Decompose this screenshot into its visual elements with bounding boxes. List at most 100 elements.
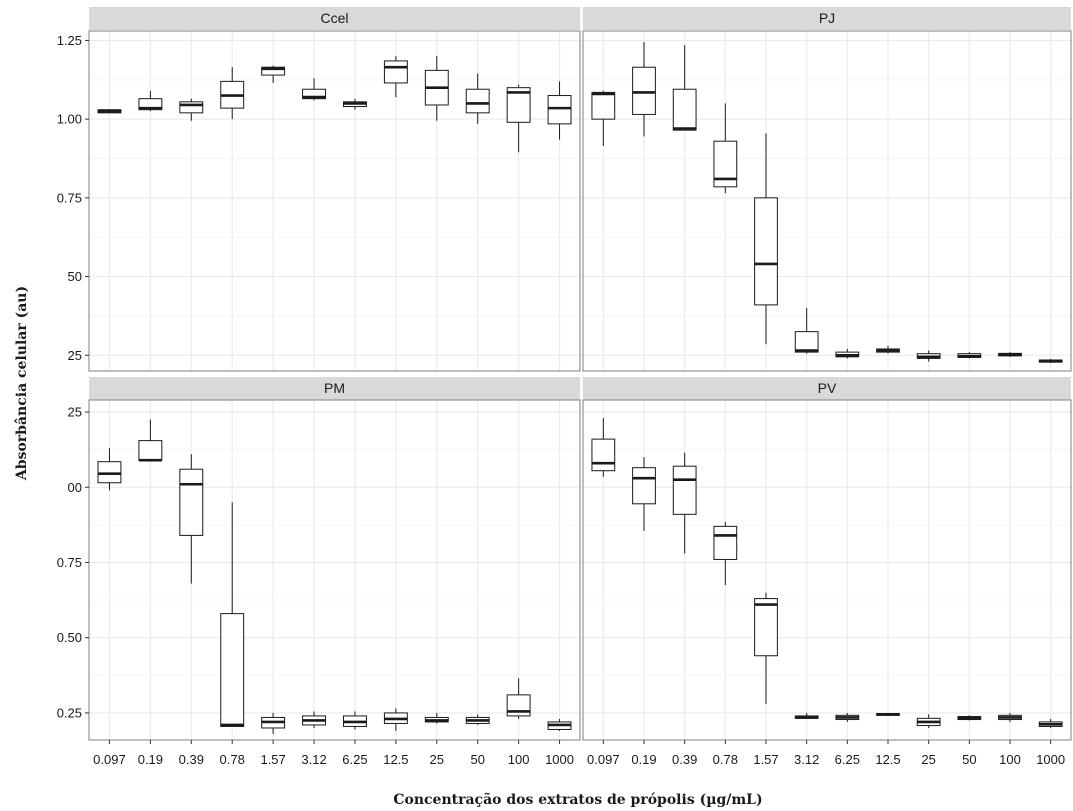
box-0.097 [591, 418, 616, 477]
box-6.25 [835, 348, 860, 359]
x-tick-label: 1000 [545, 752, 574, 767]
box-iqr [713, 525, 738, 560]
box-100 [998, 712, 1022, 722]
strip-label: PJ [819, 10, 835, 26]
x-tick-label: 0.39 [179, 752, 204, 767]
box-iqr [754, 598, 778, 657]
panel-border [582, 30, 1072, 372]
box-iqr [547, 95, 572, 125]
y-tick-label: 50 [68, 269, 82, 284]
box-50 [957, 352, 982, 359]
panel-background [583, 31, 1071, 371]
x-tick-label: 3.12 [301, 752, 326, 767]
box-iqr [632, 467, 656, 505]
strip-background [89, 7, 580, 30]
x-tick-label: 0.097 [587, 752, 620, 767]
y-tick-label: 0.25 [57, 705, 82, 720]
x-tick-label: 100 [999, 752, 1021, 767]
x-tick-label: 25 [921, 752, 935, 767]
panel-border [88, 30, 581, 372]
x-tick-label: 0.097 [93, 752, 126, 767]
box-iqr [179, 101, 204, 114]
x-tick-label: 3.12 [794, 752, 819, 767]
y-tick-label: 1.25 [57, 33, 82, 48]
box-iqr [754, 197, 778, 306]
box-0.78 [220, 67, 245, 120]
x-tick-label: 50 [470, 752, 484, 767]
facet-panels: Ccel 25 50 0.75 1.00 1.25 PJ PM 0.25 0.50 0.75 00 25… [57, 7, 1072, 767]
box-25 [916, 350, 941, 362]
box-12.5 [876, 345, 900, 354]
box-iqr [672, 465, 697, 515]
x-tick-label: 0.19 [631, 752, 656, 767]
x-tick-label: 50 [962, 752, 976, 767]
y-tick-label: 25 [68, 405, 82, 420]
box-3.12 [794, 712, 819, 719]
box-25 [424, 56, 449, 121]
box-1000 [547, 718, 572, 731]
y-axis-title: Absorbância celular (au) [14, 286, 30, 481]
box-1000 [1038, 359, 1063, 364]
box-100 [998, 352, 1022, 357]
box-iqr [632, 66, 656, 115]
box-1.57 [261, 712, 286, 734]
box-50 [957, 715, 982, 721]
box-0.19 [138, 90, 163, 112]
box-0.78 [713, 521, 738, 586]
x-tick-label: 0.78 [713, 752, 738, 767]
box-0.19 [138, 419, 163, 462]
x-tick-label: 12.5 [383, 752, 408, 767]
box-iqr [97, 461, 122, 484]
box-iqr [302, 88, 326, 100]
panel-border [582, 399, 1072, 741]
panel-ccel: Ccel 25 50 0.75 1.00 1.25 [57, 7, 581, 372]
box-0.097 [591, 90, 616, 146]
y-tick-label: 1.00 [57, 112, 82, 127]
box-50 [465, 714, 490, 725]
box-1.57 [754, 592, 778, 704]
box-0.78 [220, 502, 245, 727]
panel-border [88, 399, 581, 741]
box-25 [424, 712, 449, 724]
box-0.39 [179, 98, 204, 121]
box-1.57 [261, 65, 286, 83]
box-1000 [1038, 718, 1063, 728]
box-3.12 [302, 78, 326, 101]
box-0.19 [632, 457, 656, 531]
box-12.5 [876, 712, 900, 716]
box-12.5 [383, 56, 408, 98]
box-1000 [547, 81, 572, 140]
strip-label: PM [324, 380, 345, 396]
box-iqr [465, 88, 490, 114]
box-50 [465, 73, 490, 124]
box-0.097 [97, 448, 122, 491]
box-iqr [138, 98, 163, 111]
box-3.12 [794, 308, 819, 354]
box-6.25 [343, 711, 367, 730]
box-0.097 [97, 109, 122, 114]
box-iqr [261, 66, 286, 76]
box-iqr [220, 613, 245, 727]
x-tick-label: 0.39 [672, 752, 697, 767]
panel-pj: PJ [582, 7, 1072, 372]
box-25 [916, 714, 941, 728]
y-tick-label: 0.50 [57, 630, 82, 645]
box-3.12 [302, 711, 326, 728]
box-0.39 [672, 452, 697, 554]
box-iqr [713, 140, 738, 188]
x-tick-label: 1000 [1036, 752, 1065, 767]
box-100 [506, 84, 531, 153]
y-tick-label: 00 [68, 480, 82, 495]
box-0.39 [179, 454, 204, 584]
box-0.19 [632, 42, 656, 137]
y-tick-label: 0.75 [57, 190, 82, 205]
box-0.39 [672, 45, 697, 131]
box-iqr [506, 87, 531, 123]
box-6.25 [835, 712, 860, 722]
box-iqr [794, 331, 819, 353]
box-iqr [591, 91, 616, 120]
box-iqr [591, 438, 616, 472]
box-iqr [179, 468, 204, 536]
x-tick-label: 25 [430, 752, 444, 767]
